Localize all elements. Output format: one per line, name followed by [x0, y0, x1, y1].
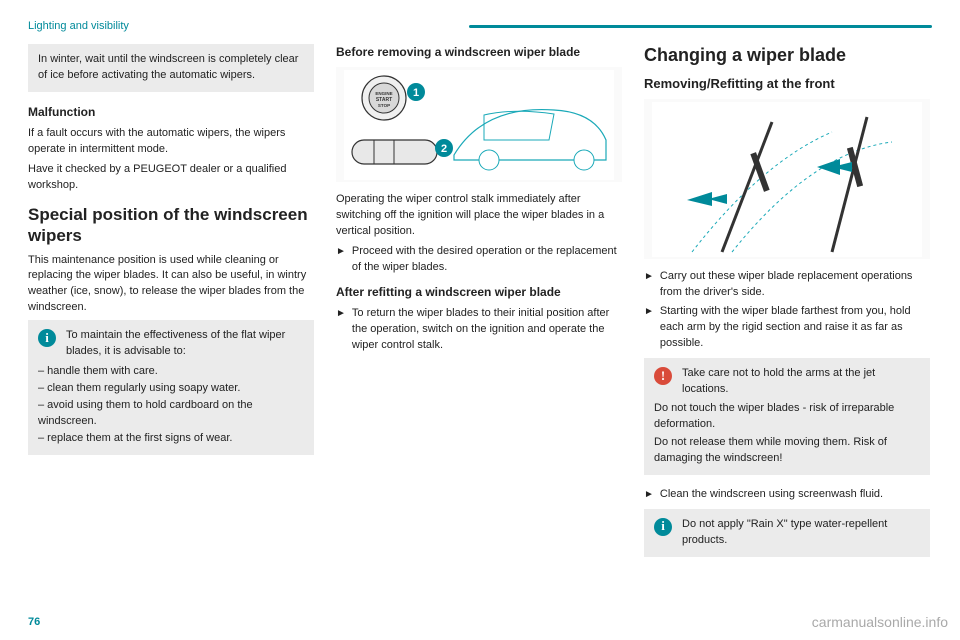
heading-before-removing: Before removing a windscreen wiper blade: [336, 44, 622, 61]
after-bullet-row: ► To return the wiper blades to their in…: [336, 306, 622, 354]
tip-1: – clean them regularly using soapy water…: [38, 381, 304, 397]
malfunction-p2: Have it checked by a PEUGEOT dealer or a…: [28, 162, 314, 194]
svg-text:2: 2: [441, 143, 447, 155]
warn-l2: Do not release them while moving them. R…: [654, 435, 920, 467]
svg-text:1: 1: [413, 87, 419, 99]
tip-0: – handle them with care.: [38, 364, 304, 380]
op-bullet-row: ► Proceed with the desired operation or …: [336, 244, 622, 276]
rainx-text: Do not apply "Rain X" type water-repelle…: [682, 517, 920, 549]
c3-b1-row: ► Carry out these wiper blade replacemen…: [644, 269, 930, 301]
heading-changing: Changing a wiper blade: [644, 44, 930, 67]
watermark: carmanualsonline.info: [812, 614, 948, 630]
column-2: Before removing a windscreen wiper blade…: [336, 44, 622, 569]
triangle-icon: ►: [644, 487, 654, 503]
svg-text:ENGINE: ENGINE: [375, 91, 392, 96]
c3-b3: Clean the windscreen using screenwash fl…: [660, 487, 883, 503]
c3-b3-row: ► Clean the windscreen using screenwash …: [644, 487, 930, 503]
note-winter-text: In winter, wait until the windscreen is …: [38, 53, 298, 81]
column-1: In winter, wait until the windscreen is …: [28, 44, 314, 569]
special-p: This maintenance position is used while …: [28, 253, 314, 317]
op-bullet: Proceed with the desired operation or th…: [352, 244, 622, 276]
after-bullet: To return the wiper blades to their init…: [352, 306, 622, 354]
info-icon: i: [654, 518, 672, 536]
column-3: Changing a wiper blade Removing/Refittin…: [644, 44, 930, 569]
heading-special-position: Special position of the windscreen wiper…: [28, 204, 314, 247]
info-icon: i: [38, 329, 56, 347]
figure-stalk: ENGINE START STOP 1 2: [336, 67, 622, 182]
c3-b1: Carry out these wiper blade replacement …: [660, 269, 930, 301]
warn-lead: Take care not to hold the arms at the je…: [682, 366, 920, 398]
op-p1: Operating the wiper control stalk immedi…: [336, 192, 622, 240]
c3-b2: Starting with the wiper blade farthest f…: [660, 304, 930, 352]
triangle-icon: ►: [644, 269, 654, 301]
triangle-icon: ►: [336, 306, 346, 354]
c3-b2-row: ► Starting with the wiper blade farthest…: [644, 304, 930, 352]
note-tips: i To maintain the effectiveness of the f…: [28, 320, 314, 455]
tip-2: – avoid using them to hold cardboard on …: [38, 398, 304, 430]
figure-wipers: [644, 99, 930, 259]
heading-after-refitting: After refitting a windscreen wiper blade: [336, 284, 622, 301]
page-header: Lighting and visibility: [28, 20, 932, 32]
triangle-icon: ►: [644, 304, 654, 352]
warning-icon: !: [654, 367, 672, 385]
tips-lead: To maintain the effectiveness of the fla…: [66, 328, 304, 360]
note-warning: ! Take care not to hold the arms at the …: [644, 358, 930, 475]
page-number: 76: [28, 616, 40, 628]
triangle-icon: ►: [336, 244, 346, 276]
note-winter: In winter, wait until the windscreen is …: [28, 44, 314, 92]
breadcrumb: Lighting and visibility: [28, 20, 129, 32]
warn-l1: Do not touch the wiper blades - risk of …: [654, 401, 920, 433]
heading-malfunction: Malfunction: [28, 104, 314, 121]
heading-removing-refitting: Removing/Refitting at the front: [644, 75, 930, 94]
header-rule: [469, 25, 932, 28]
svg-text:STOP: STOP: [378, 103, 390, 108]
malfunction-p1: If a fault occurs with the automatic wip…: [28, 126, 314, 158]
tip-3: – replace them at the first signs of wea…: [38, 431, 304, 447]
note-rainx: i Do not apply "Rain X" type water-repel…: [644, 509, 930, 557]
